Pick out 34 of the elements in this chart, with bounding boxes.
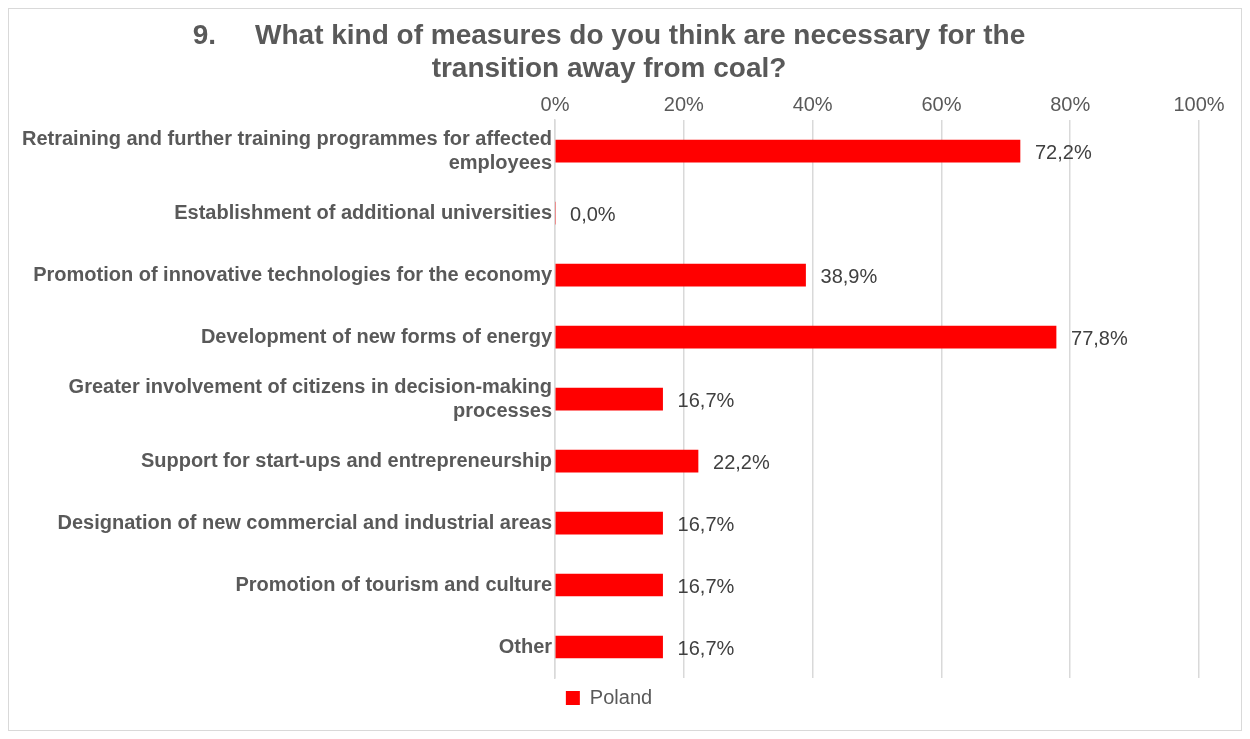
bar [555, 139, 1021, 163]
data-label: 72,2% [1034, 140, 1092, 163]
y-tick-label: Retraining and further training programmes for affected employees [21, 126, 553, 173]
chart-title: 9. What kind of measures do you think are necessary for the transition away from coal? [192, 18, 1026, 84]
data-label: 38,9% [820, 264, 878, 287]
y-tick-label: Promotion of tourism and culture [235, 572, 553, 595]
bar [555, 325, 1057, 349]
bar [555, 263, 806, 287]
data-label: 16,7% [677, 512, 735, 535]
x-tick-label: 60% [921, 92, 962, 115]
data-label: 0,0% [570, 202, 616, 225]
data-label: 77,8% [1071, 326, 1128, 349]
y-tick-label: Promotion of innovative technologies for the economy [33, 262, 553, 285]
bar [555, 387, 663, 411]
x-tick-label: 80% [1050, 92, 1091, 115]
y-tick-label: Establishment of additional universities [174, 200, 553, 223]
data-label: 22,2% [713, 450, 770, 473]
x-tick-label: 40% [792, 92, 833, 115]
y-tick-label: Other [498, 634, 553, 657]
bar [555, 573, 663, 597]
y-tick-label: Development of new forms of energy [200, 324, 553, 347]
x-tick-label: 20% [663, 92, 705, 115]
bar [555, 511, 663, 535]
x-tick-label: 100% [1173, 92, 1225, 115]
x-tick-label: 0% [540, 92, 570, 115]
legend-label: Poland [589, 685, 653, 708]
y-tick-label: Designation of new commercial and industrial areas [57, 510, 553, 533]
y-tick-label: Greater involvement of citizens in decision-making processes [68, 374, 553, 421]
bar [555, 635, 663, 659]
data-label: 16,7% [677, 574, 735, 597]
data-label: 16,7% [677, 636, 735, 659]
data-label: 16,7% [677, 388, 735, 411]
bar [555, 449, 699, 473]
y-tick-label: Support for start-ups and entrepreneurship [140, 448, 553, 471]
